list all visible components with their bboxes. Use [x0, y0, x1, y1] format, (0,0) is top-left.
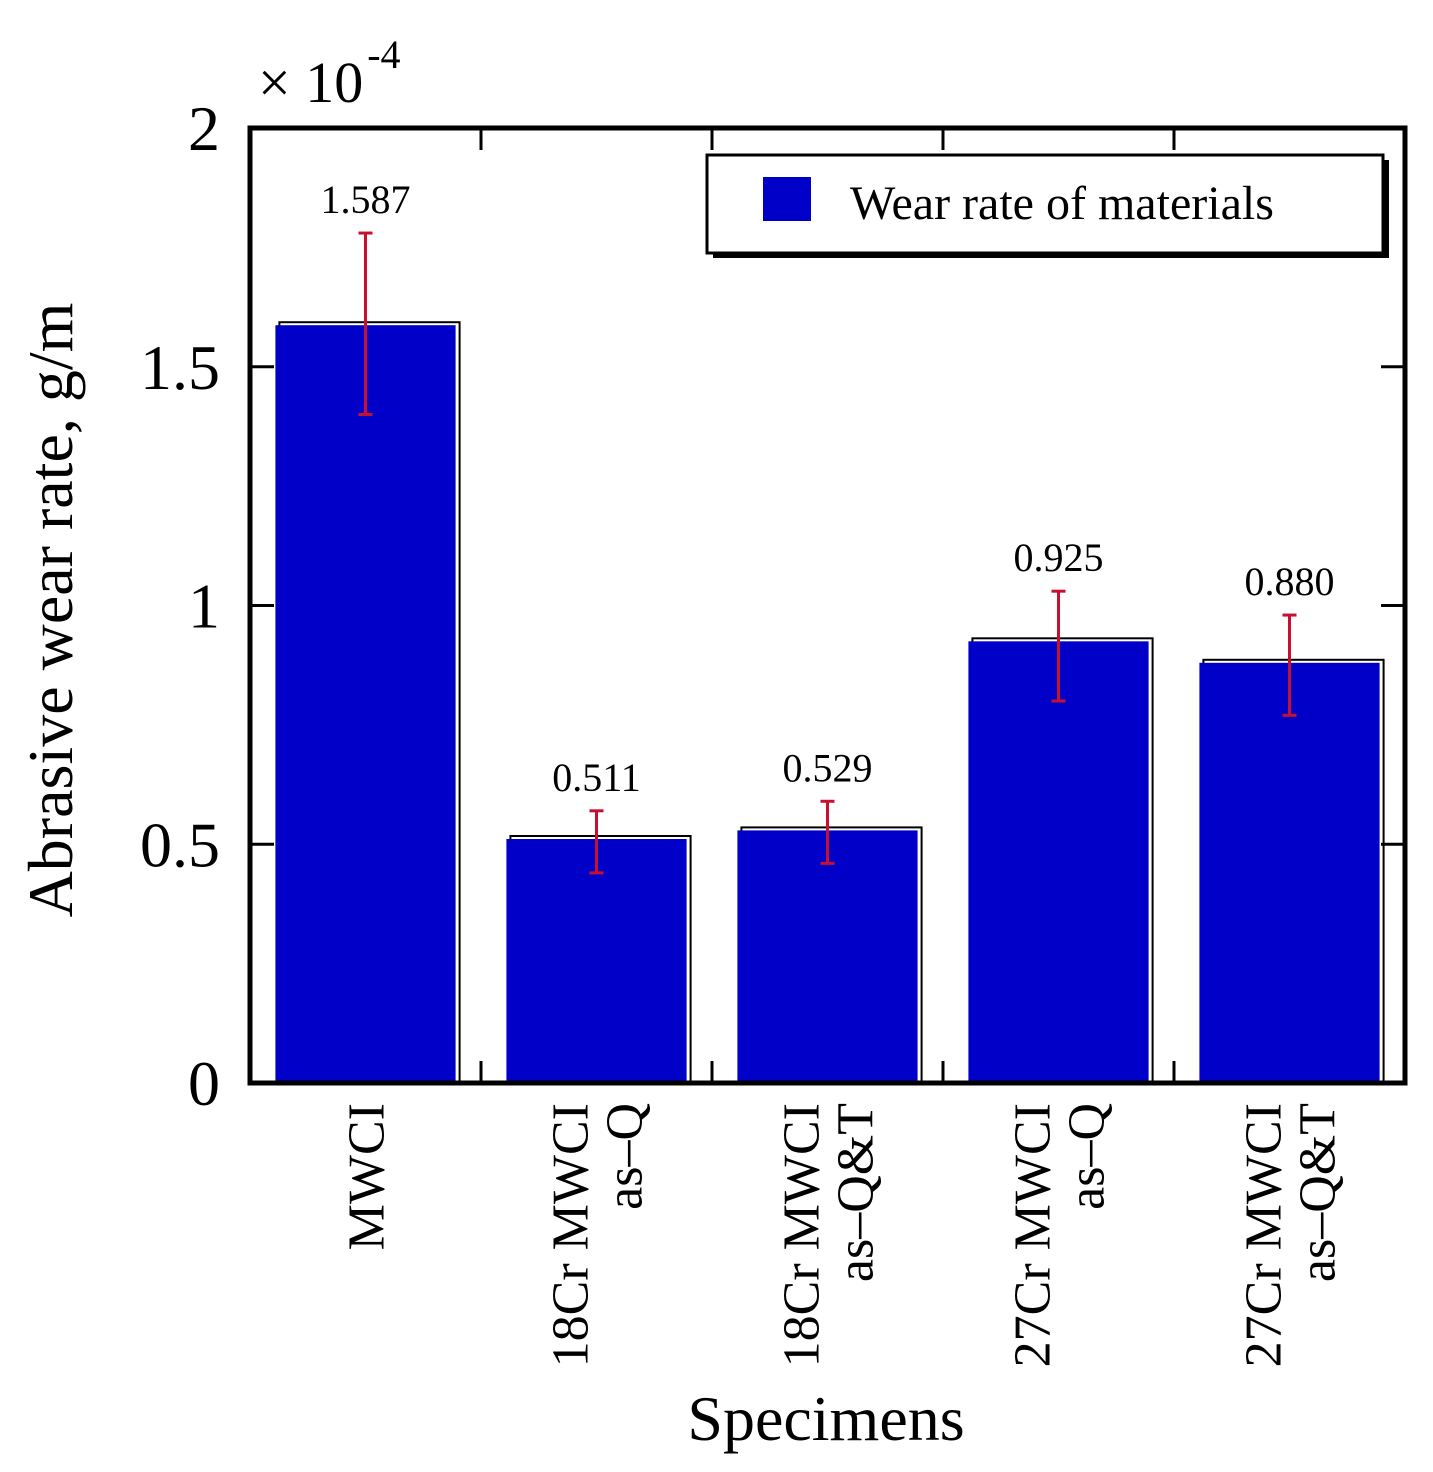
y-tick-label-4: 2	[188, 93, 220, 164]
legend-swatch	[763, 177, 811, 221]
ticks-layer	[250, 126, 1405, 1085]
y-tick-label-0: 0	[188, 1048, 220, 1119]
y-tick-label-3: 1.5	[140, 332, 220, 403]
value-label-0: 1.587	[321, 177, 411, 222]
category-label-1-0: 18Cr MWCI	[543, 1103, 600, 1367]
bars-layer	[275, 321, 1385, 1085]
legend-box	[705, 153, 1385, 255]
bar-2	[737, 830, 918, 1083]
category-label-4-0: 27Cr MWCI	[1236, 1103, 1293, 1367]
value-label-3: 0.925	[1014, 535, 1104, 580]
category-label-1-1: as–Q	[597, 1103, 654, 1210]
category-label-2-1: as–Q&T	[828, 1103, 885, 1282]
x-axis-title: Specimens	[687, 1383, 964, 1454]
legend-label: Wear rate of materials	[850, 177, 1274, 230]
value-label-1: 0.511	[552, 755, 641, 800]
y-axis-multiplier: × 10 -4	[258, 32, 401, 115]
category-label-3-1: as–Q	[1059, 1103, 1116, 1210]
bar-4	[1199, 662, 1380, 1083]
value-label-2: 0.529	[783, 745, 873, 790]
legend: Wear rate of materials	[705, 153, 1389, 258]
y-tick-labels: 0 0.5 1 1.5 2	[140, 93, 220, 1119]
category-label-2-0: 18Cr MWCI	[774, 1103, 831, 1367]
bar-3	[968, 641, 1149, 1083]
value-label-4: 0.880	[1245, 559, 1335, 604]
y-tick-label-2: 1	[188, 571, 220, 642]
category-label-3-0: 27Cr MWCI	[1005, 1103, 1062, 1367]
multiplier-exponent: -4	[367, 32, 400, 77]
bar-0	[275, 325, 456, 1083]
y-axis-title: Abrasive wear rate, g/m	[15, 303, 86, 918]
category-label-0-0: MWCI	[339, 1103, 396, 1250]
y-tick-label-1: 0.5	[140, 809, 220, 880]
category-label-4-1: as–Q&T	[1290, 1103, 1347, 1282]
multiplier-base: × 10	[258, 50, 363, 115]
bar-1	[506, 838, 687, 1083]
value-labels-layer: 1.587 0.511 0.529 0.925 0.880	[321, 177, 1335, 800]
error-bars-layer	[358, 231, 1297, 875]
